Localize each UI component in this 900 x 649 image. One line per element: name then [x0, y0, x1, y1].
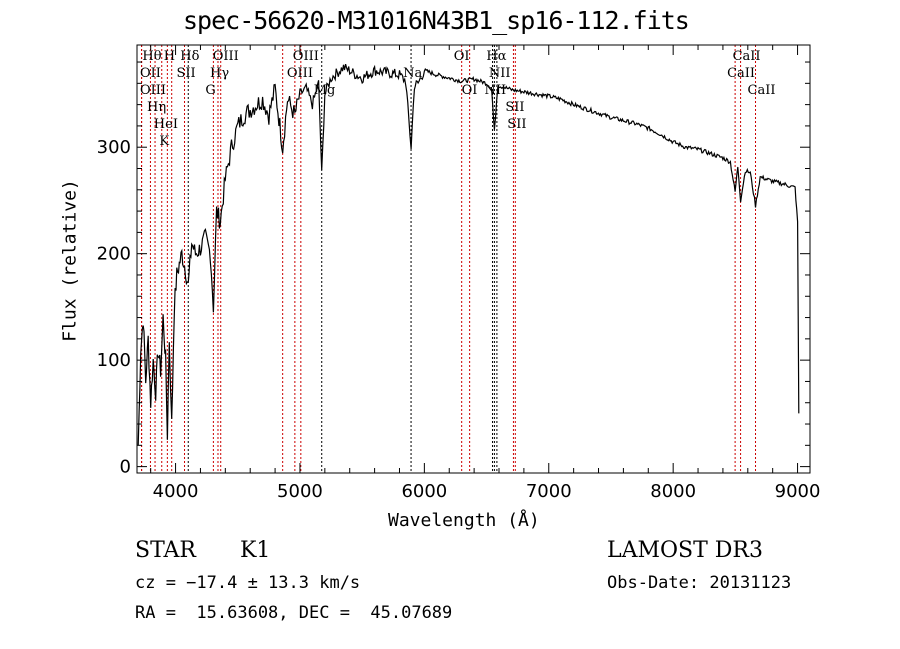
spectral-line-label: SII	[505, 100, 524, 115]
spectrum-line	[137, 63, 800, 446]
spectral-line-label: OI	[454, 49, 470, 64]
survey-name: LAMOST DR3	[607, 538, 763, 563]
spectral-line-label: Hθ	[142, 49, 161, 64]
x-tick-label: 9000	[775, 481, 821, 502]
spectral-line-label: Hγ	[210, 66, 229, 81]
spectral-line-label: Hα	[486, 49, 506, 64]
spectral-line-label: CaII	[748, 83, 776, 98]
redshift-text: cz = −17.4 ± 13.3 km/s	[135, 573, 361, 593]
x-axis-label: Wavelength (Å)	[388, 510, 540, 531]
spectral-line-label: H	[164, 49, 175, 64]
y-tick-label: 100	[97, 350, 131, 371]
spectral-line-label: HeI	[154, 117, 178, 132]
spectral-line-label: SII	[177, 66, 196, 81]
x-tick-label: 4000	[153, 481, 199, 502]
y-axis-label: Flux (relative)	[59, 179, 81, 342]
x-tick-label: 5000	[277, 481, 323, 502]
spectral-line-label: OIII	[293, 49, 319, 64]
x-tick-label: 7000	[526, 481, 572, 502]
spectral-line-label: Hδ	[180, 49, 199, 64]
spectral-line-label: OIII	[213, 49, 239, 64]
spectral-line-label: Hη	[147, 100, 166, 115]
y-tick-label: 0	[120, 457, 131, 478]
x-tick-label: 6000	[401, 481, 447, 502]
spectral-line-label: K	[159, 134, 169, 149]
spectral-line-label: SII	[507, 117, 526, 132]
object-subclass: K1	[240, 538, 271, 563]
spectral-line-label: CaII	[727, 66, 755, 81]
chart-title: spec-56620-M31016N43B1_sp16-112.fits	[183, 6, 690, 35]
spectral-line-label: OIII	[140, 83, 166, 98]
y-tick-label: 300	[97, 137, 131, 158]
object-class: STAR	[135, 538, 196, 563]
y-tick-label: 200	[97, 244, 131, 265]
coordinates-text: RA = 15.63608, DEC = 45.07689	[135, 603, 453, 623]
spectral-line-label: G	[205, 83, 215, 98]
spectral-line-label: OIII	[287, 66, 313, 81]
spectral-line-label: NII	[489, 66, 511, 81]
spectral-line-label: Na	[403, 66, 422, 81]
spectral-line-label: CaII	[733, 49, 761, 64]
x-tick-label: 8000	[650, 481, 696, 502]
spectral-line-label: OI	[462, 83, 478, 98]
obs-date: Obs-Date: 20131123	[607, 573, 792, 593]
plot-frame	[136, 44, 811, 474]
spectral-line-label: OII	[140, 66, 161, 81]
